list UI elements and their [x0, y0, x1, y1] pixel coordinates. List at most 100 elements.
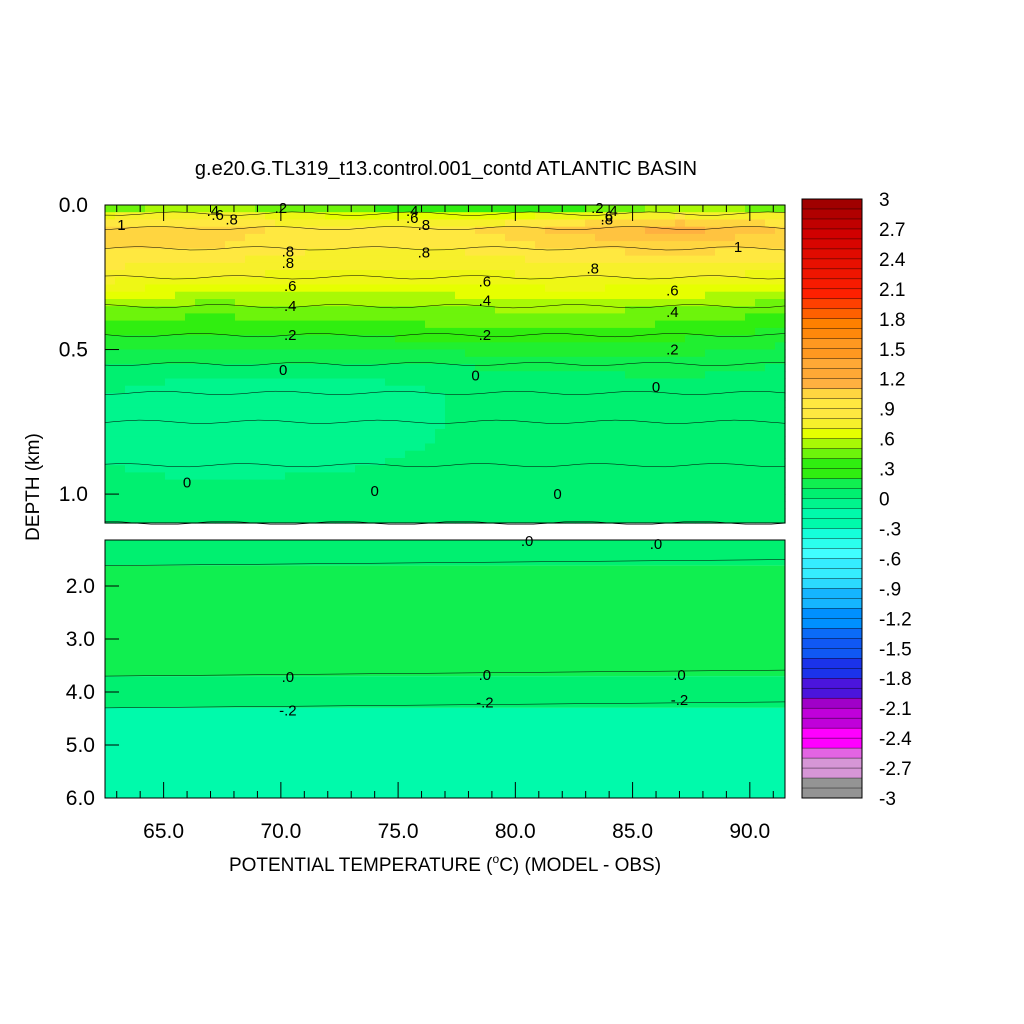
upper-field-cell: [185, 371, 196, 379]
upper-field-cell: [285, 262, 296, 271]
upper-field-cell: [585, 508, 596, 517]
upper-field-cell: [535, 313, 546, 322]
upper-field-cell: [645, 306, 656, 314]
upper-field-cell: [505, 371, 516, 379]
upper-field-cell: [515, 327, 526, 336]
upper-field-cell: [115, 313, 126, 322]
upper-field-cell: [635, 421, 646, 430]
upper-field-cell: [545, 515, 556, 524]
upper-field-cell: [455, 262, 466, 271]
upper-field-cell: [375, 299, 386, 307]
upper-field-cell: [495, 371, 506, 379]
upper-field-cell: [775, 508, 786, 517]
upper-field-cell: [275, 313, 286, 322]
upper-field-cell: [175, 205, 186, 213]
upper-field-cell: [525, 371, 536, 379]
upper-field-cell: [415, 436, 426, 445]
upper-field-cell: [665, 262, 676, 271]
upper-field-cell: [325, 327, 336, 336]
contour-label: .0: [521, 533, 534, 550]
upper-field-cell: [665, 320, 676, 329]
upper-field-cell: [325, 486, 336, 495]
upper-field-cell: [465, 335, 476, 343]
upper-field-cell: [195, 349, 206, 358]
upper-field-cell: [545, 392, 556, 401]
upper-field-cell: [715, 320, 726, 329]
upper-field-cell: [655, 205, 666, 213]
upper-field-cell: [575, 414, 586, 423]
upper-field-cell: [655, 335, 666, 343]
upper-field-cell: [465, 262, 476, 271]
upper-field-cell: [115, 284, 126, 293]
upper-field-cell: [395, 226, 406, 235]
upper-field-cell: [585, 327, 596, 336]
upper-field-cell: [485, 219, 496, 228]
upper-field-cell: [415, 494, 426, 502]
upper-field-cell: [775, 479, 786, 488]
upper-field-cell: [205, 248, 216, 257]
upper-field-cell: [125, 306, 136, 314]
upper-field-cell: [715, 400, 726, 408]
upper-field-cell: [285, 450, 296, 459]
contour-label: .6: [601, 209, 614, 226]
upper-field-cell: [155, 205, 166, 213]
x-tick-label: 80.0: [495, 820, 536, 843]
upper-field-cell: [635, 306, 646, 314]
upper-field-cell: [145, 421, 156, 430]
upper-field-cell: [535, 233, 546, 242]
upper-field-cell: [105, 414, 116, 423]
upper-field-cell: [765, 233, 776, 242]
contour-line: [104, 275, 786, 280]
upper-field-cell: [115, 421, 126, 430]
upper-field-cell: [635, 241, 646, 249]
upper-field-cell: [215, 443, 226, 452]
upper-field-cell: [155, 508, 166, 517]
upper-field-cell: [725, 364, 736, 372]
upper-field-cell: [515, 219, 526, 228]
upper-field-cell: [645, 356, 656, 365]
upper-field-cell: [715, 284, 726, 293]
upper-field-cell: [685, 342, 696, 351]
upper-field-cell: [315, 392, 326, 401]
upper-field-cell: [315, 226, 326, 235]
upper-field-cell: [115, 392, 126, 401]
upper-field-cell: [715, 494, 726, 502]
upper-field-cell: [485, 248, 496, 257]
contour-label: .4: [284, 298, 297, 315]
upper-field-cell: [245, 508, 256, 517]
upper-field-cell: [615, 385, 626, 394]
upper-field-cell: [625, 342, 636, 351]
upper-field-cell: [125, 219, 136, 228]
upper-field-cell: [735, 335, 746, 343]
upper-field-cell: [465, 407, 476, 416]
upper-field-cell: [135, 248, 146, 257]
upper-field-cell: [125, 486, 136, 495]
upper-field-cell: [645, 335, 656, 343]
contour-label: 1: [117, 217, 125, 234]
upper-field-cell: [515, 414, 526, 423]
upper-field-cell: [455, 436, 466, 445]
upper-field-cell: [765, 248, 776, 257]
upper-field-cell: [705, 262, 716, 271]
upper-field-cell: [335, 472, 346, 481]
y-tick-label: 6.0: [66, 787, 95, 810]
upper-field-cell: [575, 508, 586, 517]
upper-field-cell: [395, 378, 406, 387]
colorbar-swatch: [801, 258, 863, 270]
upper-field-cell: [285, 465, 296, 473]
upper-field-cell: [705, 494, 716, 502]
upper-field-cell: [665, 241, 676, 249]
upper-field-cell: [685, 299, 696, 307]
upper-field-cell: [275, 414, 286, 423]
upper-field-cell: [665, 486, 676, 495]
upper-field-cell: [745, 429, 756, 437]
upper-field-cell: [765, 465, 776, 473]
upper-field-cell: [395, 291, 406, 300]
upper-field-cell: [115, 472, 126, 481]
upper-field-cell: [215, 313, 226, 322]
upper-field-cell: [455, 327, 466, 336]
upper-field-cell: [395, 284, 406, 293]
upper-field-cell: [645, 486, 656, 495]
upper-field-cell: [475, 248, 486, 257]
upper-field-cell: [465, 458, 476, 466]
